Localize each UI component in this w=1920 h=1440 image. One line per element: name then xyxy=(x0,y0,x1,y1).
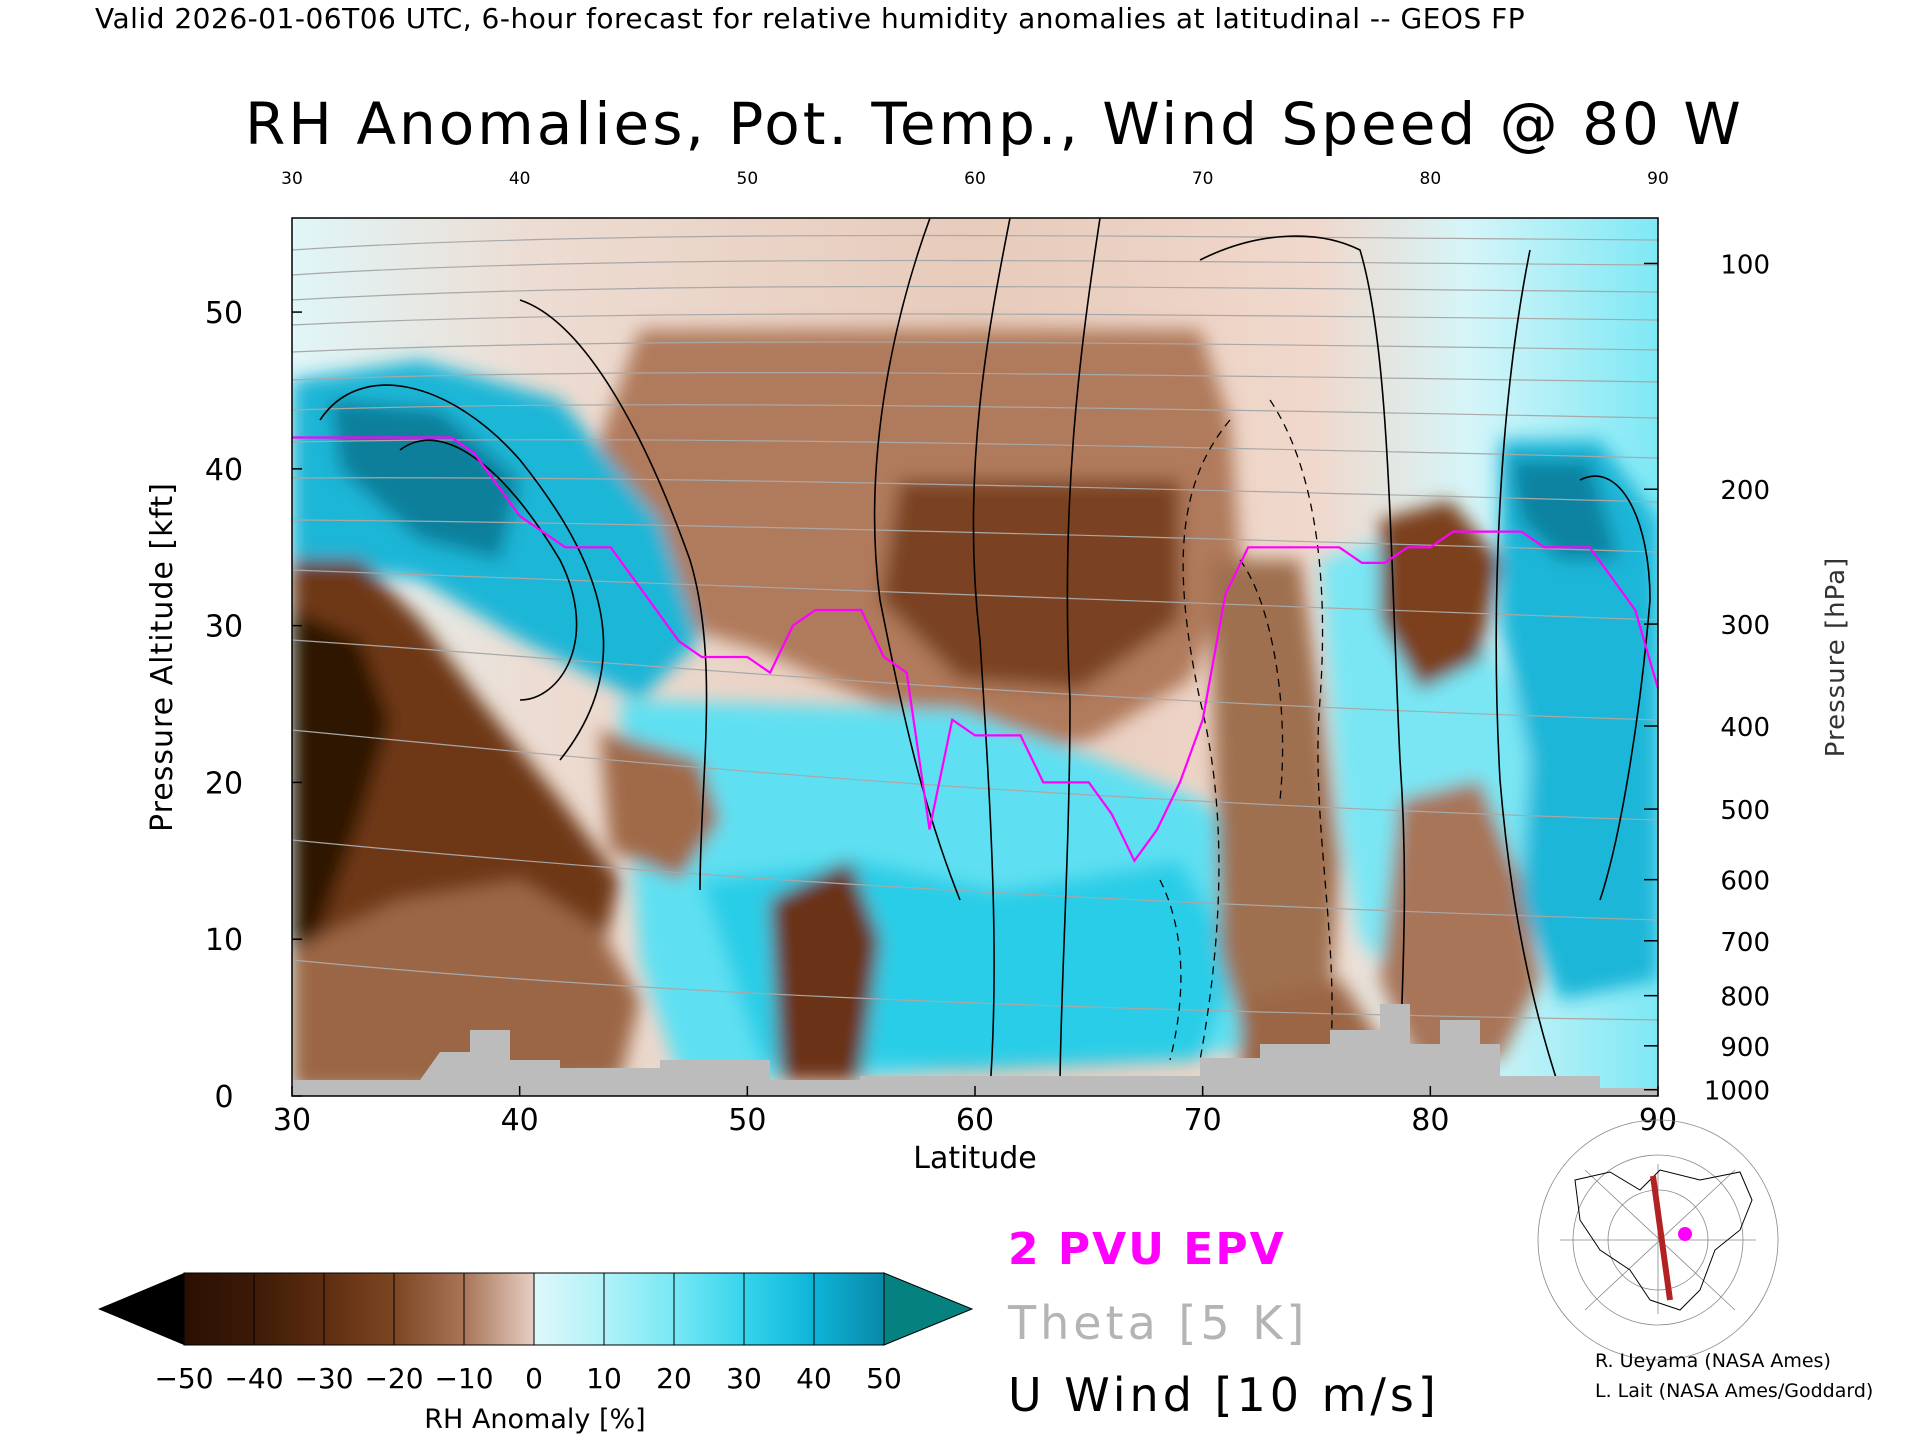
x-tick-label-top: 40 xyxy=(509,169,531,189)
x-tick-label: 80 xyxy=(1411,1103,1449,1138)
y-tick-label: 50 xyxy=(205,296,243,331)
x-tick-label: 50 xyxy=(728,1103,766,1138)
pressure-tick-label: 700 xyxy=(1720,928,1770,958)
colorbar-label: RH Anomaly [%] xyxy=(424,1404,645,1435)
y-axis-left: 0 10 20 30 40 50 xyxy=(205,296,302,1115)
colorbar-tick-label: 50 xyxy=(866,1362,902,1395)
rh-blob-east-dry-column xyxy=(1210,560,1340,1070)
colorbar-tick-label: 0 xyxy=(525,1362,543,1395)
colorbar-tick-labels: −50 −40 −30 −20 −10 0 10 20 30 40 50 xyxy=(154,1362,901,1395)
colorbar-tick-label: −20 xyxy=(364,1362,423,1395)
y-tick-label: 30 xyxy=(205,610,243,645)
colorbar-tick-label: 40 xyxy=(796,1362,832,1395)
rh-blob-polar-moist xyxy=(1500,440,1658,1000)
u-wind-contour xyxy=(1059,218,1101,1091)
pressure-tick-label: 900 xyxy=(1720,1033,1770,1063)
rh-anomaly-field xyxy=(292,218,1658,1096)
colorbar-dividers xyxy=(183,1273,885,1345)
u-wind-contour xyxy=(1199,235,1406,1091)
rh-blob-lat52-dry xyxy=(770,860,880,1080)
pressure-tick-label: 500 xyxy=(1720,796,1770,826)
u-wind-negative-contours xyxy=(1159,399,1333,1061)
theta-contour xyxy=(292,729,1658,821)
pressure-tick-label: 300 xyxy=(1720,611,1770,641)
pressure-tick-label: 200 xyxy=(1720,476,1770,506)
theta-contour xyxy=(292,234,1658,251)
u-wind-contour xyxy=(1579,475,1651,901)
y-axis-right: 100 200 300 400 500 600 700 800 900 1000 xyxy=(1644,250,1770,1107)
u-wind-contour xyxy=(399,439,578,701)
x-axis-top: 30 40 50 60 70 80 90 xyxy=(281,169,1669,189)
y-tick-label: 20 xyxy=(205,766,243,801)
x-tick-label: 70 xyxy=(1184,1103,1222,1138)
u-wind-negative-contour xyxy=(1239,559,1284,801)
y-tick-label: 0 xyxy=(214,1080,233,1115)
legend-epv: 2 PVU EPV xyxy=(1008,1224,1286,1275)
theta-contour xyxy=(292,519,1658,553)
colorbar-tick-label: 10 xyxy=(586,1362,622,1395)
y-axis-label-right: Pressure [hPa] xyxy=(1821,557,1851,758)
pressure-tick-label: 400 xyxy=(1720,713,1770,743)
theta-contours xyxy=(292,234,1658,1021)
colorbar-tick-label: 30 xyxy=(726,1362,762,1395)
u-wind-negative-contour xyxy=(1269,399,1333,1061)
credit-author-2: L. Lait (NASA Ames/Goddard) xyxy=(1595,1380,1874,1402)
x-tick-label: 40 xyxy=(501,1103,539,1138)
rh-blob-lat45-dry xyxy=(600,730,720,880)
colorbar-tick-label: 20 xyxy=(656,1362,692,1395)
x-tick-label: 60 xyxy=(956,1103,994,1138)
x-tick-label-top: 50 xyxy=(737,169,759,189)
u-wind-negative-contour xyxy=(1159,879,1182,1061)
theta-contour xyxy=(292,285,1658,301)
theta-contour xyxy=(292,313,1658,326)
pressure-tick-label: 100 xyxy=(1720,250,1770,280)
theta-contour xyxy=(292,341,1658,353)
credit-author-1: R. Ueyama (NASA Ames) xyxy=(1595,1350,1831,1372)
colorbar-tick-label: −50 xyxy=(154,1362,213,1395)
colorbar: −50 −40 −30 −20 −10 0 10 20 30 40 50 RH Anomaly [%… xyxy=(98,1272,974,1435)
theta-contour xyxy=(292,477,1658,503)
y-tick-label: 10 xyxy=(205,923,243,958)
rh-blob-polar-moist-core xyxy=(1510,460,1620,560)
x-tick-label-top: 80 xyxy=(1420,169,1442,189)
valid-time-header: Valid 2026-01-06T06 UTC, 6-hour forecast… xyxy=(95,2,1526,35)
x-tick-label-top: 60 xyxy=(964,169,986,189)
u-wind-contour xyxy=(519,299,708,891)
u-wind-contour xyxy=(319,384,605,761)
colorbar-tick-label: −10 xyxy=(434,1362,493,1395)
colorbar-under-arrow xyxy=(98,1273,184,1345)
pressure-tick-label: 1000 xyxy=(1704,1077,1770,1107)
theta-contour xyxy=(292,404,1658,419)
pressure-tick-label: 600 xyxy=(1720,867,1770,897)
colorbar-over-arrow xyxy=(883,1272,974,1346)
rh-blob-west-dry xyxy=(292,560,620,1000)
theta-contour xyxy=(292,259,1658,276)
x-tick-label-top: 30 xyxy=(281,169,303,189)
chart-title: RH Anomalies, Pot. Temp., Wind Speed @ 8… xyxy=(245,90,1744,158)
theta-contour xyxy=(292,639,1658,721)
x-tick-label: 30 xyxy=(273,1103,311,1138)
u-wind-contour xyxy=(972,218,1011,1091)
rh-blob-west-dry-core xyxy=(292,610,390,960)
pressure-tick-label: 800 xyxy=(1720,983,1770,1013)
terrain xyxy=(292,1004,1658,1096)
u-wind-contour xyxy=(1495,249,1561,1091)
x-tick-label-top: 90 xyxy=(1647,169,1669,189)
y-tick-label: 40 xyxy=(205,453,243,488)
inset-map xyxy=(1537,1119,1779,1361)
rh-blob-east-lower-dry xyxy=(1380,780,1540,1070)
theta-contour xyxy=(292,839,1658,921)
legend-theta: Theta [5 K] xyxy=(1008,1296,1309,1350)
colorbar-tick-label: −30 xyxy=(294,1362,353,1395)
x-tick-label-top: 70 xyxy=(1192,169,1214,189)
x-axis-label: Latitude xyxy=(913,1141,1036,1176)
u-wind-negative-contour xyxy=(1182,419,1231,1061)
y-axis-label-left: Pressure Altitude [kft] xyxy=(145,482,180,832)
rh-blob-west-lower-brown xyxy=(292,880,640,1090)
epv-2pvu-line xyxy=(292,436,1658,863)
colorbar-tick-label: −40 xyxy=(224,1362,283,1395)
legend-u-wind: U Wind [10 m/s] xyxy=(1008,1368,1440,1422)
